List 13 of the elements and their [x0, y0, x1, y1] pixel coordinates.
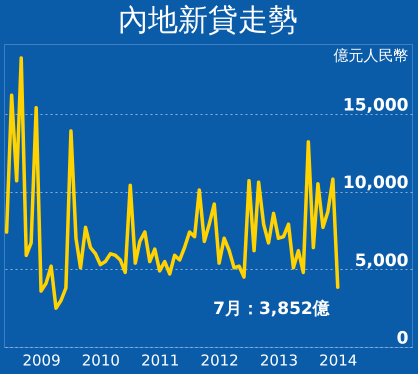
y-tick-label: 5,000	[354, 250, 409, 271]
x-tick-label: 2013	[260, 352, 298, 370]
x-tick-label: 2014	[319, 352, 358, 370]
y-tick-label: 0	[396, 328, 409, 348]
x-tick-label: 2010	[82, 352, 120, 370]
annotation: 7月：3,852億	[213, 299, 331, 320]
y-tick-label: 15,000	[342, 95, 409, 116]
x-tick-label: 2012	[200, 352, 239, 370]
y-axis-title: 億元人民幣	[334, 46, 408, 64]
chart-title: 內地新貸走勢	[118, 3, 298, 38]
x-tick-label: 2011	[141, 352, 180, 370]
y-tick-label: 10,000	[342, 173, 409, 194]
x-tick-label: 2009	[22, 352, 61, 370]
